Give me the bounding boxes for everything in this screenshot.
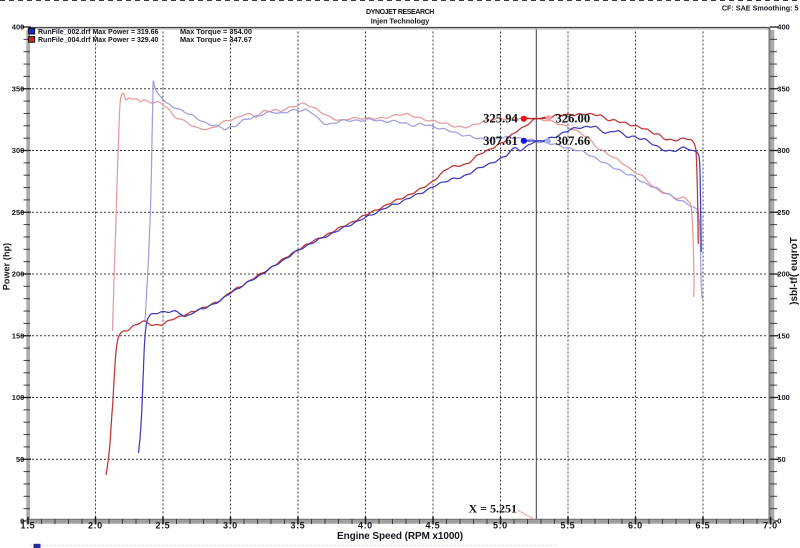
svg-text:350: 350 — [777, 84, 790, 93]
svg-text:3.5: 3.5 — [291, 521, 306, 531]
svg-text:100: 100 — [777, 393, 790, 402]
svg-text:200: 200 — [12, 270, 25, 279]
svg-text:5.0: 5.0 — [493, 521, 508, 531]
svg-text:q: q — [789, 253, 800, 259]
svg-text:6.5: 6.5 — [696, 521, 711, 531]
svg-text:150: 150 — [777, 331, 790, 340]
svg-text:DYNOJET RESEARCH: DYNOJET RESEARCH — [366, 9, 434, 16]
svg-text:Injen Technology: Injen Technology — [371, 17, 430, 26]
svg-text:): ) — [789, 302, 800, 305]
svg-text:300: 300 — [12, 146, 25, 155]
svg-text:t: t — [789, 280, 800, 284]
svg-text:u: u — [789, 259, 800, 265]
svg-text:0: 0 — [777, 517, 781, 526]
svg-text:l: l — [789, 287, 800, 290]
svg-text:2.5: 2.5 — [156, 521, 171, 531]
svg-text:1.5: 1.5 — [21, 521, 36, 531]
svg-text:0: 0 — [20, 517, 24, 526]
svg-text:100: 100 — [12, 393, 25, 402]
svg-text:Max Torque = 354.00: Max Torque = 354.00 — [180, 27, 252, 36]
svg-text:Max Torque = 347.67: Max Torque = 347.67 — [180, 35, 252, 44]
svg-text:250: 250 — [777, 208, 790, 217]
svg-text:307.66: 307.66 — [556, 134, 591, 148]
svg-text:RunFile_002.drf Max Power = 31: RunFile_002.drf Max Power = 319.66 — [38, 29, 159, 36]
svg-text:4.0: 4.0 — [358, 521, 373, 531]
svg-text:400: 400 — [777, 23, 790, 32]
svg-text:CF: SAE Smoothing: 5: CF: SAE Smoothing: 5 — [722, 4, 799, 13]
svg-text:200: 200 — [777, 270, 790, 279]
svg-text:50: 50 — [777, 455, 785, 464]
svg-text:-: - — [789, 284, 800, 287]
svg-text:150: 150 — [12, 331, 25, 340]
svg-text:Engine Speed (RPM x1000): Engine Speed (RPM x1000) — [337, 531, 463, 542]
svg-text:X = 5.251: X = 5.251 — [468, 502, 517, 516]
svg-text:Power (hp): Power (hp) — [2, 243, 12, 291]
svg-text:7.0: 7.0 — [763, 521, 778, 531]
svg-text:(: ( — [789, 273, 800, 277]
svg-text:o: o — [789, 243, 800, 249]
svg-text:6.0: 6.0 — [628, 521, 643, 531]
svg-text:e: e — [789, 265, 800, 271]
svg-text:326.00: 326.00 — [556, 111, 591, 125]
svg-text:r: r — [789, 249, 800, 253]
svg-text:5.5: 5.5 — [561, 521, 576, 531]
svg-text:400: 400 — [12, 23, 25, 32]
svg-text:f: f — [789, 276, 800, 280]
svg-text:250: 250 — [12, 208, 25, 217]
svg-text:307.61: 307.61 — [483, 134, 518, 148]
svg-text:325.94: 325.94 — [483, 111, 518, 125]
svg-text:3.0: 3.0 — [223, 521, 238, 531]
svg-text:RunFile_004.drf Max Power = 32: RunFile_004.drf Max Power = 329.40 — [38, 37, 159, 44]
svg-text:T: T — [789, 237, 800, 243]
svg-text:4.5: 4.5 — [426, 521, 441, 531]
svg-text:350: 350 — [12, 84, 25, 93]
svg-text:300: 300 — [777, 146, 790, 155]
svg-text:s: s — [789, 296, 800, 302]
svg-text:50: 50 — [16, 455, 24, 464]
svg-text:2.0: 2.0 — [88, 521, 103, 531]
svg-text:b: b — [789, 290, 800, 296]
